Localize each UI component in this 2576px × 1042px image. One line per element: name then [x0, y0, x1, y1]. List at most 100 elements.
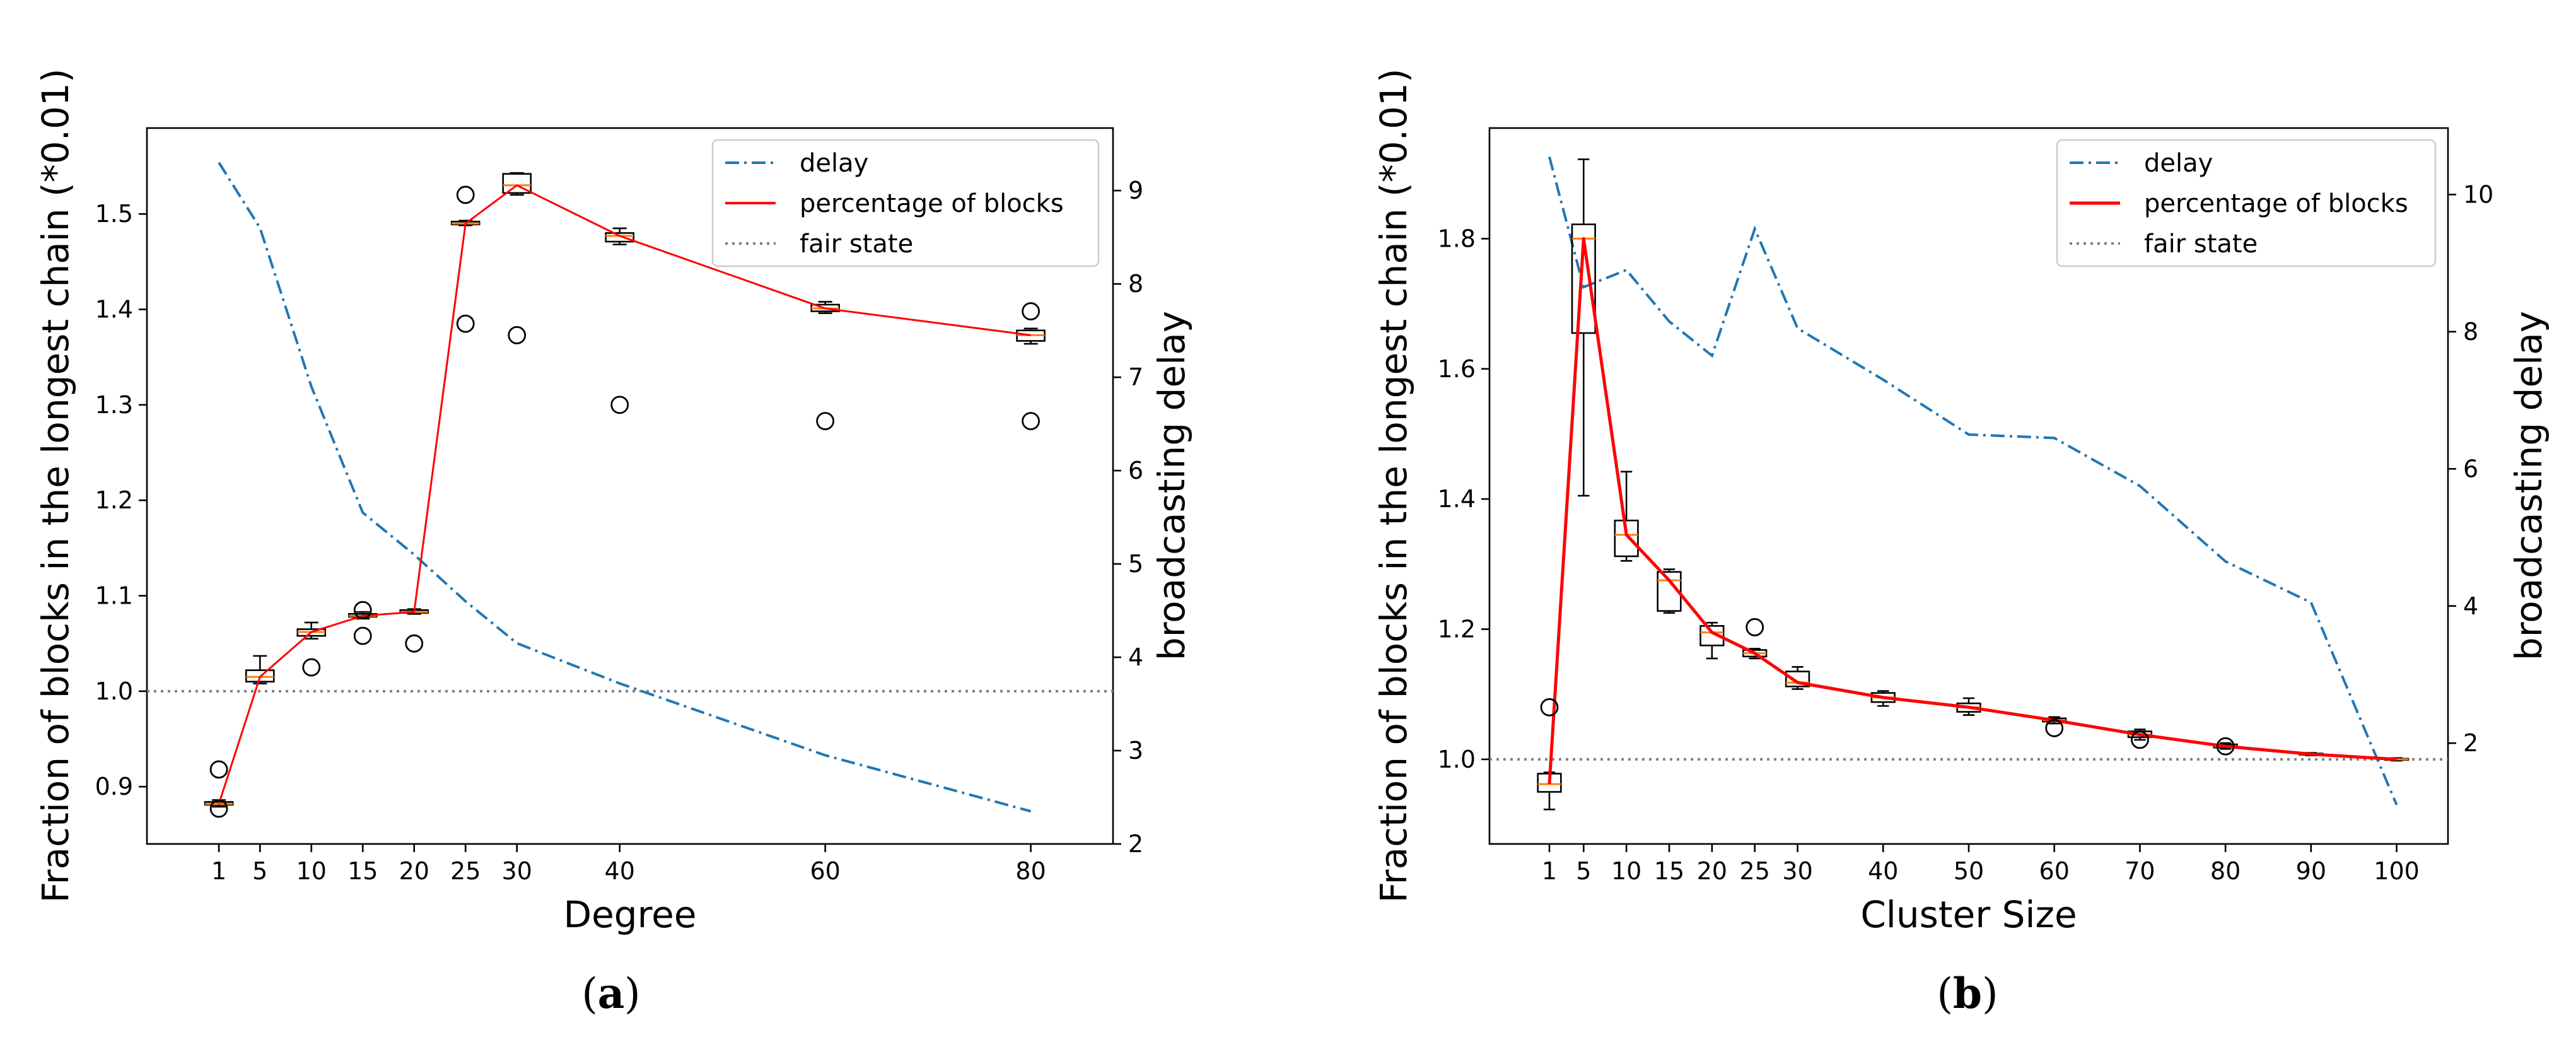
box-body	[1785, 670, 1810, 688]
box-body	[1614, 519, 1639, 558]
legend-fair-label: fair state	[800, 230, 913, 259]
box-body	[605, 232, 635, 243]
caption-close-paren: )	[1982, 969, 1998, 1018]
y-axis-ticks: 0.9 1.0 1.1 1.2 1.3 1.4 1.5	[95, 200, 147, 800]
y2-tick-label: 10	[2463, 180, 2493, 208]
y2-tick-label: 5	[1128, 550, 1143, 578]
legend-delay-label: delay	[2144, 149, 2213, 178]
x-axis-ticks: 1 5 10 15 20 25 30 40 50 60 70 80 90 100	[1542, 844, 2420, 885]
x-tick-label: 5	[252, 857, 267, 885]
y2-tick-label: 6	[1128, 457, 1143, 484]
x-tick-label: 40	[605, 857, 635, 885]
y2-axis-ticks: 2 3 4 5 6 7 8 9	[1113, 177, 1143, 858]
outlier-point	[2131, 730, 2149, 749]
panel-label: a	[598, 969, 625, 1018]
outlier-point	[456, 185, 475, 204]
box-body	[1699, 625, 1725, 647]
outlier-point	[209, 760, 228, 779]
series-layer	[147, 161, 1113, 818]
delay-series-line	[218, 161, 1032, 813]
y-tick-label: 1.4	[1438, 485, 1476, 513]
y-tick-label: 1.2	[95, 486, 133, 514]
y-axis-title: Fraction of blocks in the longest chain …	[1372, 69, 1415, 903]
outlier-point	[456, 314, 475, 333]
y-tick-label: 1.8	[1438, 225, 1476, 252]
y-tick-label: 1.4	[95, 296, 133, 324]
box-body	[502, 173, 532, 194]
x-axis-title: Cluster Size	[1860, 893, 2077, 936]
outlier-point	[1746, 618, 1764, 636]
caption-open-paren: (	[581, 969, 598, 1018]
outlier-point	[302, 658, 321, 677]
outlier-point	[1540, 698, 1559, 717]
x-tick-label: 80	[2210, 857, 2241, 885]
delay-series-line	[1548, 156, 2398, 805]
x-tick-label: 20	[399, 857, 429, 885]
outlier-point	[209, 799, 228, 818]
caption-close-paren: )	[624, 969, 641, 1018]
legend-delay-label: delay	[800, 149, 868, 178]
x-tick-label: 1	[211, 857, 226, 885]
y-tick-label: 1.1	[95, 582, 133, 610]
x-tick-label: 25	[450, 857, 481, 885]
percentage-series-line	[1547, 237, 2397, 785]
y-tick-label: 1.0	[1438, 746, 1476, 773]
y2-tick-label: 6	[2463, 455, 2478, 483]
outlier-point	[1022, 302, 1040, 320]
legend-percentage-label: percentage of blocks	[800, 189, 1064, 218]
x-tick-label: 60	[810, 857, 840, 885]
box-plot	[1657, 568, 1682, 614]
plot-area-frame	[146, 127, 1114, 845]
x-tick-label: 15	[1654, 857, 1684, 885]
y2-axis-title: broadcasting delay	[2507, 311, 2550, 660]
y2-tick-label: 8	[2463, 318, 2478, 346]
x-tick-label: 10	[1611, 857, 1641, 885]
legend-fair-label: fair state	[2144, 230, 2258, 259]
series-layer	[1489, 156, 2448, 811]
outlier-point	[353, 600, 372, 619]
box-plot	[810, 301, 840, 314]
y2-tick-label: 4	[2463, 592, 2478, 620]
legend: delay percentage of blocks fair state	[711, 139, 1100, 267]
y2-axis-title: broadcasting delay	[1150, 311, 1193, 660]
x-tick-label: 80	[1015, 857, 1046, 885]
y2-tick-label: 4	[1128, 643, 1143, 671]
legend-percentage-label: percentage of blocks	[2144, 189, 2408, 218]
y2-axis-ticks: 2 4 6 8 10	[2448, 180, 2493, 757]
y2-tick-label: 2	[2463, 729, 2478, 757]
x-tick-label: 90	[2296, 857, 2326, 885]
outlier-point	[816, 412, 835, 430]
legend-frame	[711, 139, 1100, 267]
x-tick-label: 20	[1697, 857, 1727, 885]
x-tick-label: 15	[347, 857, 378, 885]
x-tick-label: 25	[1740, 857, 1770, 885]
x-tick-label: 50	[1954, 857, 1984, 885]
outlier-point	[508, 325, 527, 344]
panel-label: b	[1953, 969, 1982, 1018]
outlier-point	[353, 626, 372, 645]
y-tick-label: 1.0	[95, 677, 133, 705]
box-body	[1571, 223, 1596, 334]
chart-panel-a: 1 5 10 15 20 25 30 40 60 80 0.91.01.11.21.31.41.5…	[34, 69, 1193, 1018]
x-axis-ticks: 1 5 10 15 20 25 30 40 60 80	[211, 844, 1046, 885]
y-tick-label: 1.5	[95, 200, 133, 228]
box-plot	[1571, 158, 1596, 497]
y2-tick-label: 9	[1128, 177, 1143, 204]
x-tick-label: 10	[296, 857, 327, 885]
y-tick-label: 1.2	[1438, 616, 1476, 643]
x-tick-label: 30	[502, 857, 532, 885]
box-body	[1657, 571, 1682, 612]
y-axis-ticks: 1.0 1.2 1.4 1.6 1.8	[1438, 225, 1489, 773]
y-axis-title: Fraction of blocks in the longest chain …	[34, 69, 77, 903]
x-tick-label: 1	[1542, 857, 1557, 885]
x-axis-title: Degree	[563, 893, 696, 936]
y2-tick-label: 3	[1128, 737, 1143, 764]
x-tick-label: 100	[2374, 857, 2420, 885]
x-tick-label: 30	[1782, 857, 1812, 885]
caption-open-paren: (	[1937, 969, 1953, 1018]
x-tick-label: 70	[2124, 857, 2155, 885]
outlier-point	[405, 634, 424, 653]
y-tick-label: 1.3	[95, 391, 133, 419]
outlier-point	[610, 395, 629, 414]
